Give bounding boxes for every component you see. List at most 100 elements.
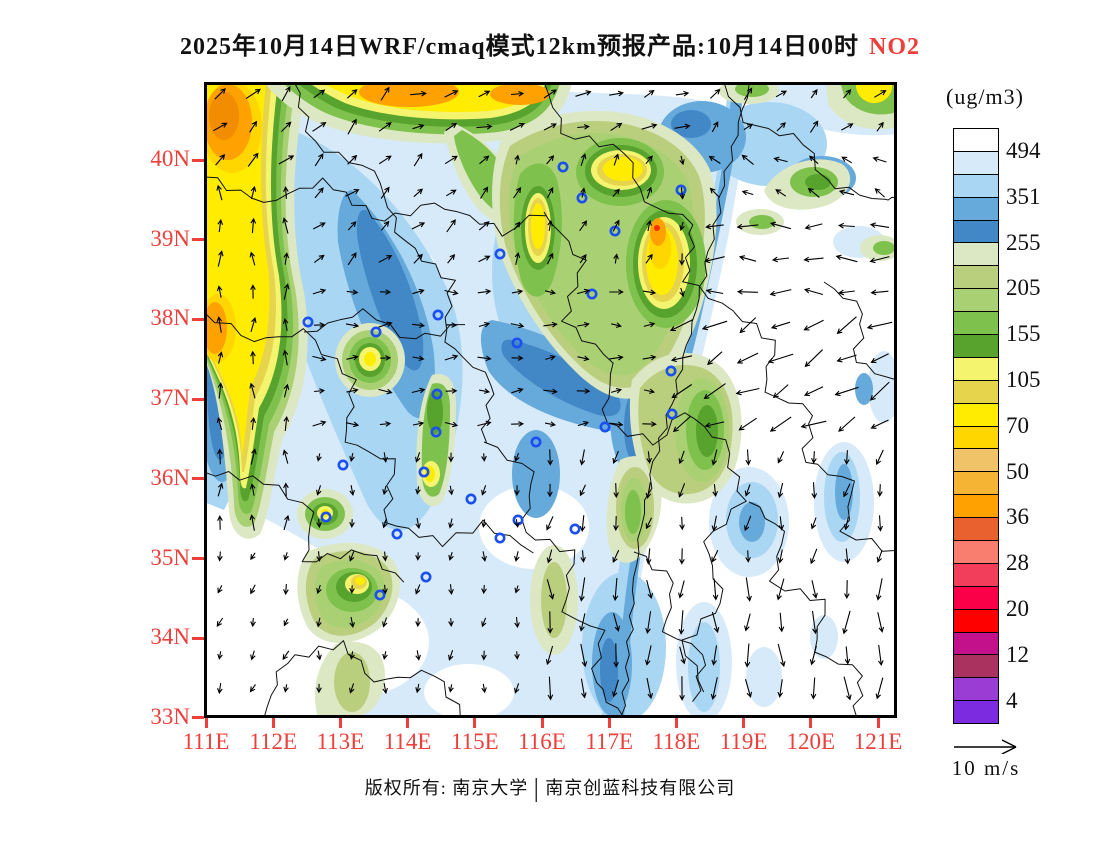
colorbar-label: 36 [1006,504,1029,530]
wind-arrow [613,516,619,532]
wind-arrow [448,618,454,627]
wind-arrow [736,289,758,295]
wind-arrow [711,550,719,563]
wind-arrow [250,350,256,365]
wind-arrow [481,519,487,528]
wind-arrow [609,289,624,295]
wind-arrow [577,420,590,427]
wind-arrow [312,222,326,230]
wind-arrow [580,550,586,563]
wind-arrow [875,578,883,601]
boundary-line [543,211,614,423]
lat-tick [192,636,204,640]
wind-arrow [679,676,685,701]
wind-arrow [579,484,586,497]
wind-arrow [869,381,890,401]
wind-arrow [579,449,586,466]
lon-label: 113E [316,729,365,754]
wind-reference-label: 10 m/s [951,756,1021,780]
wind-arrow [612,577,619,602]
wind-arrow [678,610,685,635]
colorbar-box [953,517,999,542]
wind-arrow [245,88,261,100]
colorbar-box [953,608,999,633]
wind-arrow [575,90,592,97]
colorbar-label: 255 [1006,229,1041,255]
wind-arrow [379,289,392,295]
lon-label: 111E [182,729,230,754]
wind-arrow [250,217,257,234]
lat-tick [192,477,204,481]
wind-arrow [217,683,223,695]
wind-arrow [844,548,851,565]
wind-arrow [543,89,557,99]
wind-arrow [249,684,256,693]
wind-arrow [705,223,724,230]
wind-arrow [777,451,785,464]
wind-arrow [217,382,224,399]
wind-arrow [250,284,256,299]
wind-arrow [349,485,355,496]
wind-arrow [346,354,359,361]
wind-arrow [613,153,620,166]
wind-arrow [874,188,885,198]
wind-arrow [281,86,291,102]
wind-arrow [641,123,658,130]
wind-arrow [349,452,355,463]
wind-arrow [547,483,553,498]
wind-arrow [645,482,652,499]
wind-arrow [345,189,360,197]
boundary-line [633,551,706,703]
wind-arrow [312,355,327,362]
lat-tick [192,716,204,720]
wind-arrow [216,316,223,333]
boundary-line [620,84,750,718]
wind-arrow [609,354,624,361]
boundary-line [303,308,465,340]
lon-tick [540,718,544,728]
wind-arrow [580,187,586,198]
colorbar-label: 205 [1006,275,1041,301]
wind-arrow [283,415,290,431]
province-boundaries [204,82,897,718]
colorbar-box [953,700,999,725]
wind-arrow [646,579,654,600]
wind-arrow [580,153,587,166]
colorbar-box [953,128,999,152]
wind-arrow [811,580,818,599]
wind-arrow [514,551,520,562]
wind-arrow [283,618,289,627]
city-marker [494,532,506,544]
wind-arrow [477,355,492,362]
wind-arrow [250,448,257,465]
lat-label: 37N [150,385,190,411]
wind-arrow [842,610,851,635]
wind-arrow [777,482,784,499]
wind-arrow [711,121,719,133]
wind-arrow [836,354,857,363]
wind-arrow [314,388,326,394]
wind-arrow [711,449,718,466]
wind-arrow [378,122,392,132]
wind-arrow [777,549,784,564]
wind-arrow [767,353,794,364]
wind-arrow [415,584,421,595]
wind-arrow [838,222,855,229]
city-marker [432,309,444,321]
wind-arrow [281,121,292,132]
wind-arrow [613,643,619,668]
wind-arrow [283,584,289,596]
wind-arrow [678,580,685,599]
wind-arrow [844,580,850,600]
wind-arrow [669,319,694,332]
wind-arrow [378,255,393,263]
wind-arrow [283,252,290,265]
wind-arrow [444,155,458,165]
lon-tick [607,718,611,728]
wind-arrow [778,516,785,531]
wind-arrow [382,452,388,463]
wind-arrow [217,585,223,594]
wind-arrow [579,577,586,602]
wind-arrow [283,684,289,693]
wind-arrow [314,187,324,199]
